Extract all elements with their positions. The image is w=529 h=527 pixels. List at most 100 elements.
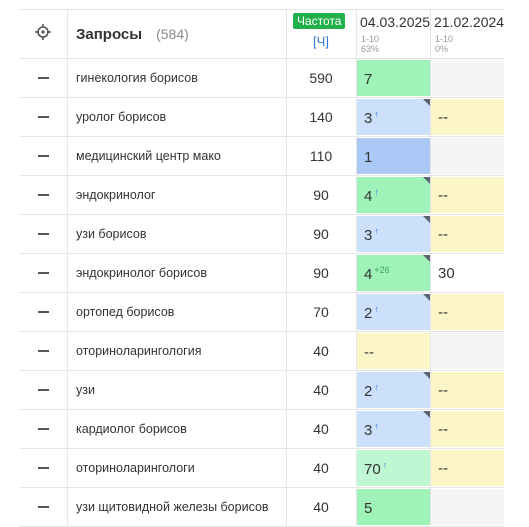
query-cell: узи <box>67 371 287 409</box>
position-cell-2[interactable]: -- <box>431 410 504 448</box>
position-number: 5 <box>364 500 373 517</box>
query-cell: уролог борисов <box>67 98 287 136</box>
position-cell-2[interactable]: -- <box>431 449 504 487</box>
query-text[interactable]: оториноларингологи <box>76 461 195 475</box>
date-range: 1-10 <box>361 34 380 44</box>
position-cell-2[interactable]: -- <box>431 371 504 409</box>
history-corner-icon[interactable] <box>423 411 430 418</box>
minus-icon[interactable] <box>38 506 49 508</box>
history-corner-icon[interactable] <box>423 99 430 106</box>
position-cell-2[interactable] <box>431 488 504 526</box>
position-cell-1[interactable]: 7 <box>357 59 431 97</box>
table-row[interactable]: узи борисов 90 3 ↑ -- <box>19 215 504 254</box>
position-fill: -- <box>357 333 430 369</box>
position-cell-2[interactable]: 30 <box>431 254 504 292</box>
position-cell-1[interactable]: 2 ↑ <box>357 293 431 331</box>
minus-icon[interactable] <box>38 311 49 313</box>
position-cell-2[interactable] <box>431 59 504 97</box>
minus-icon[interactable] <box>38 116 49 118</box>
position-cell-1[interactable]: 4 +26 <box>357 254 431 292</box>
position-cell-1[interactable]: 4 ↑ <box>357 176 431 214</box>
position-cell-1[interactable]: 3 ↑ <box>357 410 431 448</box>
position-change: ↑ <box>382 460 388 470</box>
crosshair-icon[interactable] <box>35 24 51 40</box>
history-corner-icon[interactable] <box>423 294 430 301</box>
position-fill: -- <box>431 450 504 486</box>
table-row[interactable]: кардиолог борисов 40 3 ↑ -- <box>19 410 504 449</box>
minus-icon[interactable] <box>38 350 49 352</box>
query-text[interactable]: медицинский центр мако <box>76 149 221 163</box>
date-stats: 1-10 0% <box>435 34 453 54</box>
position-change: ↑ <box>374 382 379 392</box>
date-pct: 63% <box>361 44 380 54</box>
position-cell-1[interactable]: 3 ↑ <box>357 98 431 136</box>
table-row[interactable]: узи 40 2 ↑ -- <box>19 371 504 410</box>
queries-label: Запросы <box>76 26 143 43</box>
row-action-cell <box>19 59 68 97</box>
header-date-2[interactable]: 21.02.2024 1-10 0% <box>431 10 504 58</box>
table-row[interactable]: оториноларингологи 40 70 ↑ -- <box>19 449 504 488</box>
minus-icon[interactable] <box>38 428 49 430</box>
header-icon-cell <box>19 10 68 58</box>
position-fill <box>431 60 504 96</box>
query-text[interactable]: ортопед борисов <box>76 305 175 319</box>
position-cell-1[interactable]: 2 ↑ <box>357 371 431 409</box>
query-text[interactable]: кардиолог борисов <box>76 422 187 436</box>
position-cell-1[interactable]: 3 ↑ <box>357 215 431 253</box>
frequency-badge[interactable]: Частота <box>293 13 346 29</box>
history-corner-icon[interactable] <box>423 216 430 223</box>
query-text[interactable]: узи борисов <box>76 227 147 241</box>
position-cell-2[interactable]: -- <box>431 98 504 136</box>
minus-icon[interactable] <box>38 272 49 274</box>
minus-icon[interactable] <box>38 194 49 196</box>
position-value: 5 <box>364 499 374 517</box>
position-number: 70 <box>364 461 381 478</box>
position-number: -- <box>438 421 448 438</box>
query-text[interactable]: оториноларингология <box>76 344 202 358</box>
minus-icon[interactable] <box>38 389 49 391</box>
table-row[interactable]: эндокринолог борисов 90 4 +26 30 <box>19 254 504 293</box>
position-cell-1[interactable]: 5 <box>357 488 431 526</box>
position-number: 3 <box>364 422 373 439</box>
position-cell-2[interactable] <box>431 332 504 370</box>
query-text[interactable]: узи <box>76 383 95 397</box>
row-action-cell <box>19 293 68 331</box>
frequency-type-link[interactable]: [Ч] <box>313 34 329 49</box>
query-cell: оториноларингология <box>67 332 287 370</box>
history-corner-icon[interactable] <box>423 177 430 184</box>
table-row[interactable]: медицинский центр мако 110 1 <box>19 137 504 176</box>
queries-title[interactable]: Запросы (584) <box>76 26 189 43</box>
query-text[interactable]: уролог борисов <box>76 110 167 124</box>
header-date-1[interactable]: 04.03.2025 1-10 63% <box>357 10 431 58</box>
query-text[interactable]: эндокринолог борисов <box>76 266 207 280</box>
history-corner-icon[interactable] <box>423 372 430 379</box>
query-text[interactable]: гинекология борисов <box>76 71 198 85</box>
header-frequency-cell[interactable]: Частота [Ч] <box>286 10 357 58</box>
table-row[interactable]: гинекология борисов 590 7 <box>19 59 504 98</box>
position-number: -- <box>438 187 448 204</box>
position-cell-1[interactable]: 70 ↑ <box>357 449 431 487</box>
query-text[interactable]: эндокринолог <box>76 188 156 202</box>
minus-icon[interactable] <box>38 155 49 157</box>
minus-icon[interactable] <box>38 77 49 79</box>
position-cell-2[interactable]: -- <box>431 293 504 331</box>
position-cell-1[interactable]: -- <box>357 332 431 370</box>
table-row[interactable]: эндокринолог 90 4 ↑ -- <box>19 176 504 215</box>
history-corner-icon[interactable] <box>423 255 430 262</box>
position-cell-2[interactable]: -- <box>431 176 504 214</box>
minus-icon[interactable] <box>38 233 49 235</box>
table-row[interactable]: оториноларингология 40 -- <box>19 332 504 371</box>
table-row[interactable]: уролог борисов 140 3 ↑ -- <box>19 98 504 137</box>
position-cell-2[interactable] <box>431 137 504 175</box>
position-cell-2[interactable]: -- <box>431 215 504 253</box>
query-text[interactable]: узи щитовидной железы борисов <box>76 500 269 514</box>
table-row[interactable]: ортопед борисов 70 2 ↑ -- <box>19 293 504 332</box>
header-queries-cell[interactable]: Запросы (584) <box>67 10 287 58</box>
query-cell: оториноларингологи <box>67 449 287 487</box>
position-cell-1[interactable]: 1 <box>357 137 431 175</box>
table-row[interactable]: узи щитовидной железы борисов 40 5 <box>19 488 504 527</box>
date-pct: 0% <box>435 44 449 54</box>
position-number: -- <box>438 304 448 321</box>
frequency-value: 90 <box>313 187 329 203</box>
minus-icon[interactable] <box>38 467 49 469</box>
